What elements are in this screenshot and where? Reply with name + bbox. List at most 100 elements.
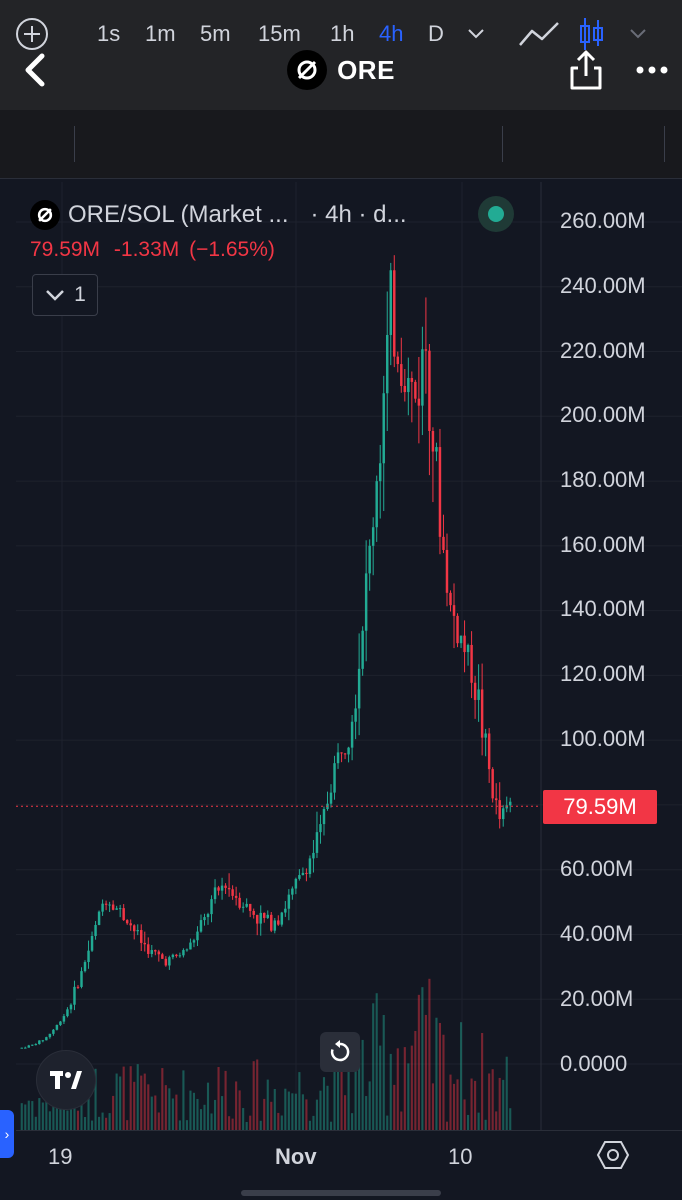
- candle-body: [312, 852, 315, 859]
- market-status-icon[interactable]: [478, 196, 514, 232]
- candle-body: [371, 527, 375, 546]
- volume-bar: [217, 1067, 220, 1130]
- time-axis[interactable]: [16, 1130, 682, 1185]
- volume-bar: [27, 1100, 30, 1130]
- candle-body: [24, 1047, 27, 1049]
- interval-1h[interactable]: 1h: [330, 21, 355, 46]
- interval-4h[interactable]: 4h: [379, 21, 404, 46]
- candle-body: [147, 944, 150, 954]
- volume-bar: [403, 1047, 406, 1130]
- candle-body: [428, 350, 431, 431]
- interval-d[interactable]: D: [428, 21, 444, 46]
- candle-body: [27, 1045, 31, 1048]
- price-axis-label: 40.00M: [560, 921, 634, 946]
- volume-bar: [171, 1098, 174, 1130]
- back-button[interactable]: [18, 50, 54, 90]
- candle-body: [154, 950, 157, 952]
- candle-body: [470, 644, 473, 683]
- candle-body: [484, 733, 487, 738]
- candle-body: [118, 908, 122, 910]
- candle-body: [164, 958, 168, 966]
- tradingview-logo-button[interactable]: [36, 1050, 96, 1110]
- interval-1s[interactable]: 1s: [97, 21, 121, 46]
- candle-body: [185, 949, 189, 951]
- candle-body: [220, 885, 224, 891]
- volume-bar: [140, 1075, 143, 1130]
- candle-body: [66, 1009, 69, 1017]
- chart-pane[interactable]: [16, 182, 682, 1130]
- candles-button[interactable]: [578, 0, 606, 68]
- volume-bar: [301, 1094, 304, 1130]
- volume-bar: [414, 1031, 417, 1130]
- interval-1m[interactable]: 1m: [145, 21, 176, 46]
- volume-bar: [87, 1094, 90, 1130]
- candle-body: [234, 895, 238, 898]
- candle-body: [129, 923, 132, 926]
- candle-body: [136, 930, 139, 932]
- price-chart[interactable]: [16, 182, 682, 1130]
- volume-bar: [491, 1069, 494, 1130]
- candle-body: [491, 769, 494, 799]
- candle-body: [273, 920, 277, 931]
- volume-bar: [481, 1033, 484, 1130]
- candle-body: [31, 1044, 34, 1046]
- candle-body: [189, 942, 192, 950]
- volume-bar: [136, 1064, 139, 1130]
- candle-body: [400, 364, 403, 386]
- volume-bar: [308, 1120, 311, 1130]
- volume-bar: [263, 1098, 266, 1130]
- price-axis-label: 140.00M: [560, 596, 646, 621]
- candle-body: [466, 644, 470, 653]
- candle-body: [350, 721, 354, 748]
- volume-bar: [351, 1113, 354, 1130]
- candle-body: [161, 954, 164, 959]
- side-panel-toggle[interactable]: ›: [0, 1110, 14, 1158]
- volume-bar: [31, 1101, 34, 1130]
- interval-15m[interactable]: 15m: [258, 21, 301, 46]
- chart-type-dropdown[interactable]: [628, 0, 648, 68]
- candle-body: [38, 1040, 41, 1045]
- volume-bar: [379, 1045, 382, 1130]
- volume-bar: [154, 1095, 157, 1130]
- chevron-right-icon: ›: [4, 1126, 10, 1142]
- share-button[interactable]: [568, 48, 604, 92]
- interval-5m[interactable]: 5m: [200, 21, 231, 46]
- volume-bar: [284, 1088, 287, 1130]
- legend-symbol: ORE/SOL (Market ...: [68, 201, 289, 228]
- add-indicator-button[interactable]: [14, 0, 50, 68]
- price-axis-label: 0.0000: [560, 1051, 628, 1076]
- volume-bar: [502, 1079, 505, 1130]
- chevron-down-icon: [46, 290, 65, 301]
- ore-logo-icon: [30, 200, 60, 230]
- volume-bar: [474, 1080, 477, 1130]
- candle-body: [421, 349, 424, 406]
- volume-bar: [189, 1090, 192, 1130]
- legend-change: -1.33M: [113, 238, 180, 261]
- volume-bar: [206, 1082, 210, 1130]
- volume-bar: [112, 1095, 115, 1130]
- volume-bar: [168, 1088, 171, 1130]
- interval-dropdown[interactable]: [466, 0, 486, 68]
- line-chart-button[interactable]: [518, 0, 560, 68]
- volume-bar: [115, 1073, 118, 1130]
- toolbar-divider: [502, 126, 503, 162]
- chart-settings-button[interactable]: [596, 1138, 630, 1172]
- candle-body: [241, 906, 245, 908]
- volume-bar: [456, 1079, 459, 1130]
- volume-bar: [358, 1049, 361, 1130]
- volume-bar: [305, 1099, 308, 1130]
- legend-header[interactable]: ORE/SOL (Market ... · 4h · d...: [30, 198, 407, 232]
- price-axis-label: 240.00M: [560, 273, 646, 298]
- reset-chart-button[interactable]: [320, 1032, 360, 1072]
- more-button[interactable]: [634, 56, 670, 84]
- candle-body: [382, 393, 385, 464]
- legend-change-pct: (−1.65%): [189, 238, 275, 261]
- candle-body: [308, 858, 312, 874]
- volume-bar: [182, 1070, 185, 1130]
- candle-body: [90, 935, 94, 951]
- volume-bar: [365, 1096, 368, 1130]
- legend-collapse-button[interactable]: 1: [32, 274, 98, 316]
- candle-body: [509, 801, 512, 806]
- candle-body: [480, 689, 484, 738]
- title-group: ORE: [0, 48, 682, 92]
